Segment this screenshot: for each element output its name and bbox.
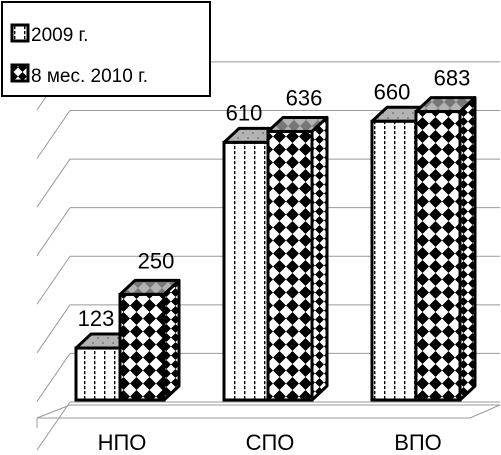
legend-label-2010: 8 мес. 2010 г. bbox=[31, 66, 148, 87]
gridline-side bbox=[36, 401, 71, 451]
legend-swatch-2009 bbox=[10, 23, 30, 43]
bars bbox=[74, 96, 477, 402]
bar-front bbox=[414, 110, 462, 402]
gridline-side bbox=[36, 110, 71, 159]
data-label: 250 bbox=[138, 248, 175, 273]
x-tick-label: НПО bbox=[98, 430, 147, 455]
legend-label-2009: 2009 г. bbox=[31, 25, 88, 46]
x-tick-label: ВПО bbox=[394, 430, 442, 455]
x-tick-label: СПО bbox=[246, 430, 295, 455]
gridline-side bbox=[36, 353, 71, 402]
bar-side bbox=[458, 96, 477, 402]
data-label: 683 bbox=[434, 66, 471, 91]
bar bbox=[266, 115, 329, 402]
gridline-side bbox=[36, 304, 71, 354]
bar-front bbox=[222, 140, 270, 402]
bar-side bbox=[310, 115, 329, 402]
legend: 2009 г. 8 мес. 2010 г. bbox=[1, 1, 211, 97]
legend-box bbox=[1, 1, 211, 97]
bar-front bbox=[266, 129, 314, 402]
gridline-side bbox=[36, 255, 71, 305]
x-axis: НПО СПО ВПО bbox=[36, 404, 501, 455]
data-label: 660 bbox=[374, 79, 411, 104]
data-label: 610 bbox=[226, 100, 263, 125]
bar-front bbox=[370, 119, 418, 402]
gridline-side bbox=[36, 158, 71, 208]
bar-front bbox=[74, 346, 122, 402]
data-labels: 123 250 610 636 660 683 bbox=[78, 66, 471, 331]
gridline-side bbox=[36, 207, 71, 256]
bar-side bbox=[162, 278, 181, 402]
bar-front bbox=[118, 292, 166, 402]
bar bbox=[414, 96, 477, 402]
floor bbox=[36, 404, 501, 419]
data-label: 636 bbox=[286, 85, 323, 110]
legend-swatch-2010 bbox=[10, 63, 30, 83]
bar bbox=[118, 278, 181, 402]
data-label: 123 bbox=[78, 306, 115, 331]
